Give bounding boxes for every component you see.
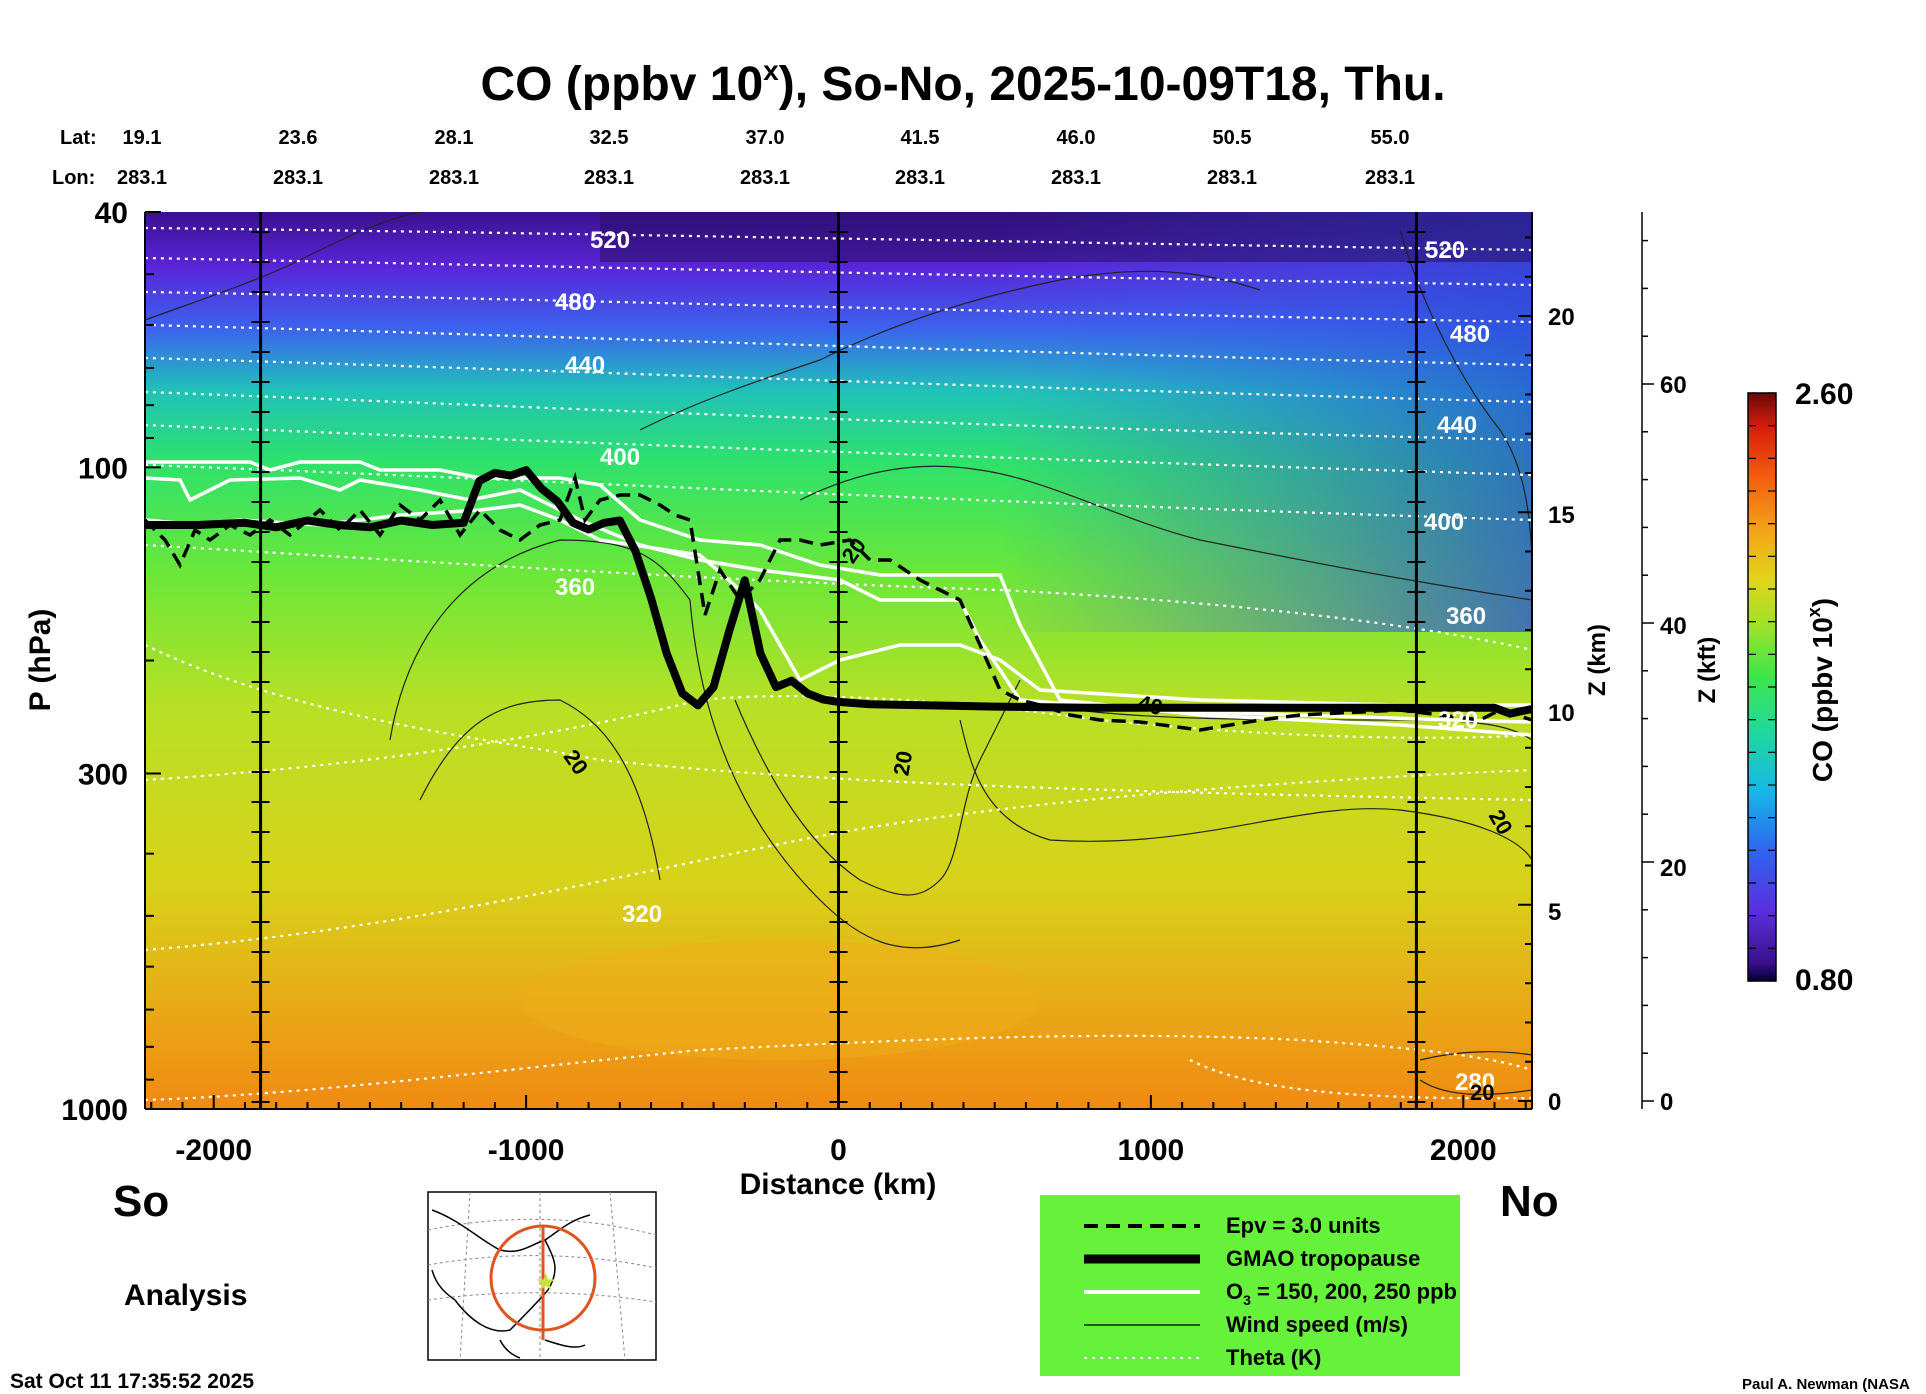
lat-value: 50.5: [1213, 127, 1252, 149]
lon-value: 283.1: [429, 167, 479, 189]
theta-label: 440: [565, 352, 605, 379]
theta-label: 320: [622, 901, 662, 928]
z-km-tick-label: 10: [1548, 700, 1575, 727]
z-kft-tick-label: 60: [1660, 372, 1687, 399]
lat-value: 41.5: [901, 127, 940, 149]
theta-label: 440: [1437, 412, 1477, 439]
south-label: So: [113, 1177, 169, 1226]
z-kft-tick-label: 0: [1660, 1089, 1673, 1116]
lat-value: 55.0: [1371, 127, 1410, 149]
z-kft-axis-label: Z (kft): [1694, 637, 1721, 704]
legend-epv: Epv = 3.0 units: [1226, 1213, 1381, 1238]
chart-title: CO (ppbv 10x), So-No, 2025-10-09T18, Thu…: [480, 55, 1445, 111]
vertical-markers: [251, 212, 1426, 1109]
theta-label: 400: [1424, 509, 1464, 536]
y-tick-label: 40: [95, 197, 128, 230]
lat-label: Lat:: [60, 127, 97, 149]
z-kft-tick-label: 40: [1660, 613, 1687, 640]
legend: Epv = 3.0 units GMAO tropopause O3 = 150…: [1040, 1195, 1460, 1376]
y-tick-label: 300: [78, 758, 128, 791]
z-kft-tick-label: 20: [1660, 855, 1687, 882]
theta-label: 480: [1450, 321, 1490, 348]
lat-value: 28.1: [435, 127, 474, 149]
x-tick-label: -2000: [175, 1134, 252, 1167]
x-tick-label: -1000: [488, 1134, 565, 1167]
y-tick-label: 100: [78, 452, 128, 485]
colorbar-ticks: [1748, 392, 1776, 982]
tropopause-line: [145, 466, 1532, 718]
plot-axes: -2000 -1000 0 1000 2000100030010040051015200…: [61, 197, 1686, 1167]
lat-value: 23.6: [279, 127, 318, 149]
y-axis-label: P (hPa): [24, 609, 57, 712]
lon-value: 283.1: [117, 167, 167, 189]
x-tick-label: 2000: [1430, 1134, 1497, 1167]
theta-label: 400: [600, 444, 640, 471]
lat-value: 19.1: [123, 127, 162, 149]
lon-value: 283.1: [1051, 167, 1101, 189]
z-km-tick-label: 0: [1548, 1089, 1561, 1116]
lat-value: 46.0: [1057, 127, 1096, 149]
legend-theta: Theta (K): [1226, 1345, 1321, 1370]
lat-value: 32.5: [590, 127, 629, 149]
locator-map: ★: [427, 1191, 657, 1361]
lon-value: 283.1: [1207, 167, 1257, 189]
theta-label: 520: [590, 227, 630, 254]
wind-label: 20: [888, 749, 917, 777]
z-km-tick-label: 20: [1548, 304, 1575, 331]
north-label: No: [1500, 1177, 1559, 1226]
theta-label: 480: [555, 289, 595, 316]
theta-label: 280: [1455, 1069, 1495, 1096]
x-tick-label: 0: [830, 1134, 847, 1167]
timestamp: Sat Oct 11 17:35:52 2025: [10, 1370, 254, 1393]
epv-line: [145, 471, 1532, 732]
z-km-axis-label: Z (km): [1584, 624, 1611, 696]
x-tick-label: 1000: [1118, 1134, 1185, 1167]
colorbar-min: 0.80: [1795, 964, 1853, 997]
x-axis-label: Distance (km): [740, 1168, 937, 1201]
lon-value: 283.1: [740, 167, 790, 189]
z-km-tick-label: 15: [1548, 502, 1575, 529]
colorbar-label: CO (ppbv 10x): [1804, 598, 1838, 782]
map-star-icon: ★: [535, 1269, 557, 1296]
theta-label: 320: [1438, 707, 1478, 734]
colorbar-max: 2.60: [1795, 378, 1853, 411]
lon-label: Lon:: [52, 167, 95, 189]
legend-tropopause: GMAO tropopause: [1226, 1246, 1420, 1271]
lon-value: 283.1: [273, 167, 323, 189]
lon-value: 283.1: [895, 167, 945, 189]
lon-value: 283.1: [584, 167, 634, 189]
credit: Paul A. Newman (NASA: [1742, 1376, 1910, 1393]
theta-label: 520: [1425, 237, 1465, 264]
lat-lon-row: 19.1 23.6 28.1 32.5 37.0 41.5 46.0 50.5 55.0 283.…: [117, 127, 1415, 189]
lon-value: 283.1: [1365, 167, 1415, 189]
z-km-tick-label: 5: [1548, 899, 1561, 926]
wind-label: 20: [1470, 1080, 1494, 1105]
analysis-label: Analysis: [124, 1279, 247, 1312]
theta-label: 360: [555, 574, 595, 601]
lat-value: 37.0: [746, 127, 785, 149]
y-tick-label: 1000: [61, 1094, 128, 1127]
legend-ozone: O3 = 150, 200, 250 ppb: [1226, 1279, 1457, 1308]
theta-label: 360: [1446, 603, 1486, 630]
legend-wind: Wind speed (m/s): [1226, 1312, 1408, 1337]
